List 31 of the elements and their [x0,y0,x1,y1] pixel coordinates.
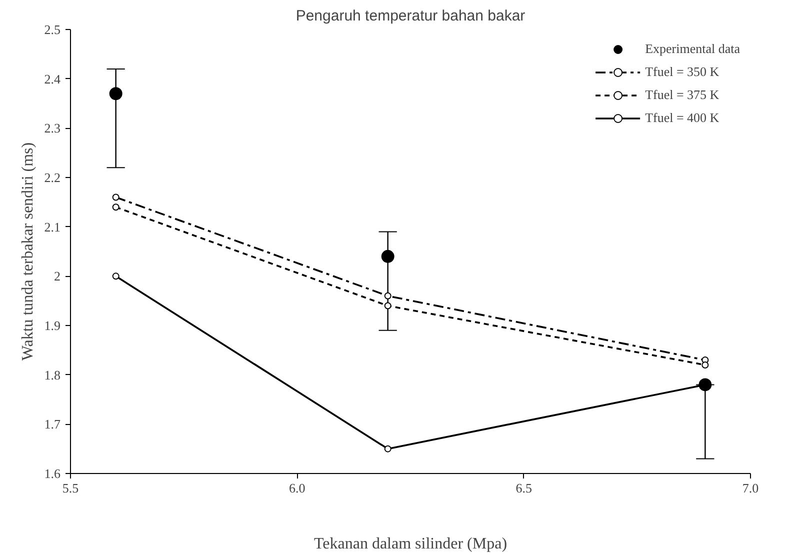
point [112,204,120,211]
point [109,87,122,100]
y-tick-label: 2.2 [44,170,60,185]
x-tick-label: 5.5 [62,480,79,496]
y-tick-label: 1.7 [44,416,61,432]
point [384,292,392,300]
x-tick-label: 6.0 [289,480,306,496]
y-tick-label: 2.1 [44,219,60,234]
y-axis-title: Waktu tunda terbakar sendiri (ms) [19,142,36,361]
point [698,378,712,392]
x-axis-title: Tekanan dalam silinder (Mpa) [314,536,508,552]
y-tick-label: 2.5 [44,22,60,37]
point [384,302,392,310]
y-tick-label: 1.8 [44,367,60,382]
legend-label: Tfuel = 350 K [645,64,720,80]
y-tick-label: 2.4 [44,71,61,86]
y-tick-label: 2 [54,268,60,284]
y-tick-label: 2.3 [44,120,60,136]
point [384,445,392,452]
point [112,272,120,280]
legend-label: Tfuel = 375 K [645,87,720,103]
y-tick-label: 1.9 [44,318,60,333]
y-tick-label: 1.6 [44,466,61,481]
point [112,194,120,201]
legend-label: Experimental data [645,41,740,57]
point [702,361,709,368]
x-tick-label: 6.5 [516,480,532,496]
x-tick-label: 7.0 [742,480,759,496]
chart-title: Pengaruh temperatur bahan bakar [296,8,526,24]
legend-label: Tfuel = 400 K [645,110,720,126]
point [381,250,394,263]
